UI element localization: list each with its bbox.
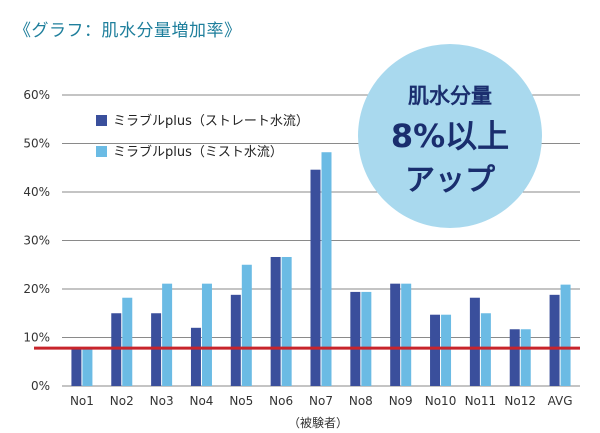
x-tick-label-No4: No4 [189,394,213,408]
badge-text-line1: 肌水分量 [408,84,492,108]
bar-No2-series2 [122,297,133,386]
y-tick-label-20: 20% [23,282,50,296]
y-tick-label-0: 0% [31,379,50,393]
bar-No9-series2 [401,283,412,386]
x-tick-label-No6: No6 [269,394,293,408]
x-tick-label-No12: No12 [504,394,536,408]
x-tick-label-No5: No5 [229,394,253,408]
x-category-labels: No1 No2 No3 No4 No5 No6 No7 No8 No9 No10 No11 No12 A… [70,394,573,408]
x-tick-label-No3: No3 [150,394,174,408]
y-tick-label-40: 40% [23,185,50,199]
legend: ミラブルplus（ストレート水流） ミラブルplus（ミスト水流） [96,113,309,160]
bar-No1-series2 [82,348,93,386]
x-tick-label-No7: No7 [309,394,333,408]
bar-No4-series1 [190,327,201,386]
bar-No9-series1 [390,283,401,386]
legend-label-mist: ミラブルplus（ミスト水流） [113,144,283,160]
y-tick-label-30: 30% [23,234,50,248]
legend-swatch-mist [96,146,107,157]
x-tick-label-No8: No8 [349,394,373,408]
y-tick-label-60: 60% [23,88,50,102]
bar-AVG-series1 [549,294,560,386]
badge-text-line2: 8%以上 [391,117,509,155]
legend-swatch-straight [96,115,107,126]
bar-No8-series1 [350,291,361,386]
badge-text-line3: アップ [405,163,496,198]
bar-No12-series2 [520,329,531,386]
bar-AVG-series2 [560,284,571,386]
legend-label-straight: ミラブルplus（ストレート水流） [113,113,309,129]
bar-No3-series2 [162,283,173,386]
bar-No8-series2 [361,291,372,386]
x-tick-label-No11: No11 [465,394,497,408]
bar-No12-series1 [509,329,520,386]
bar-No10-series1 [430,314,441,386]
x-tick-label-No10: No10 [425,394,457,408]
bar-No11-series1 [469,297,480,386]
bar-No4-series2 [201,283,212,386]
bar-No5-series2 [241,264,252,386]
bar-No6-series1 [270,256,281,386]
y-tick-label-50: 50% [23,137,50,151]
x-axis-title: （被験者） [288,415,348,430]
bar-No5-series1 [230,294,241,386]
bar-No7-series2 [321,152,332,386]
x-tick-label-No9: No9 [389,394,413,408]
x-tick-label-AVG: AVG [548,394,573,408]
bar-No1-series1 [71,348,82,386]
x-tick-label-No1: No1 [70,394,94,408]
y-tick-label-10: 10% [23,331,50,345]
y-tick-labels: 0% 10% 20% 30% 40% 50% 60% [23,88,50,393]
highlight-badge: 肌水分量 8%以上 アップ [358,44,542,228]
x-tick-label-No2: No2 [110,394,134,408]
chart-title: 《グラフ：肌水分量増加率》 [14,21,242,41]
bar-No6-series2 [281,256,292,386]
bar-No7-series1 [310,169,321,386]
bar-No10-series2 [441,314,452,386]
badge-circle [358,44,542,228]
